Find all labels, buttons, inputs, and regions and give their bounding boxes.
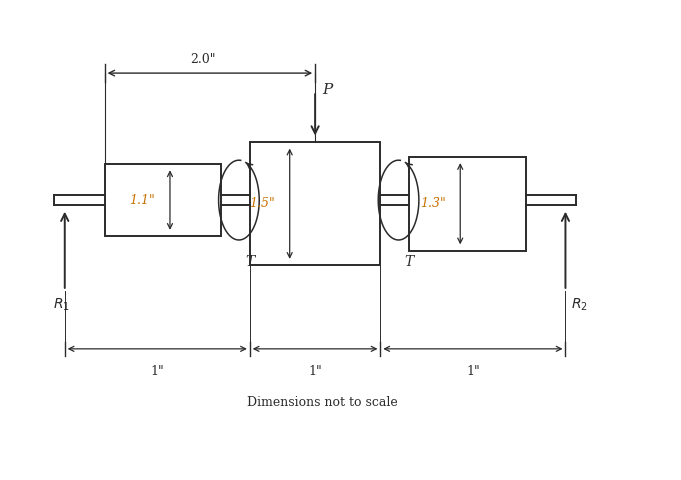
Text: 1": 1" [466,365,480,378]
Text: 1": 1" [151,365,164,378]
Text: $R_2$: $R_2$ [571,297,588,313]
Text: 1.5": 1.5" [249,197,275,210]
Text: $R_1$: $R_1$ [52,297,69,313]
Text: 1": 1" [308,365,322,378]
Text: 1.3": 1.3" [419,197,445,210]
Text: 2.0": 2.0" [190,53,215,66]
Text: P: P [322,83,332,96]
Text: T: T [405,254,414,268]
Text: T: T [245,254,255,268]
Text: 1.1": 1.1" [129,193,155,206]
Text: Dimensions not to scale: Dimensions not to scale [247,396,398,409]
